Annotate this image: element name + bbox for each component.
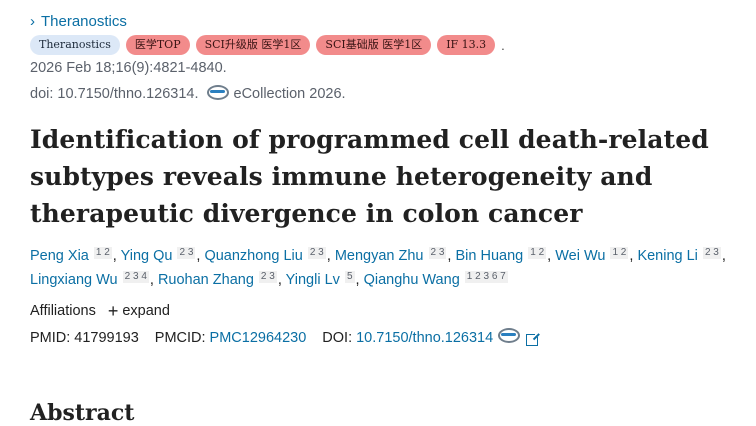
author[interactable]: Wei Wu 1 2 [555,247,629,264]
ecollection-text: eCollection 2026. [233,86,346,102]
doi-text: doi: 10.7150/thno.126314. [30,86,199,102]
author-name[interactable]: Ying Qu [120,248,173,264]
affiliations-row: Affiliations + expand [30,301,736,321]
author[interactable]: Lingxiang Wu 2 3 4 [30,271,150,288]
author-name[interactable]: Peng Xia [30,248,89,264]
author-name[interactable]: Wei Wu [555,248,606,264]
author[interactable]: Qianghu Wang 1 2 3 6 7 [363,271,509,288]
affiliation-ref[interactable]: 2 3 [702,247,721,259]
pmid-label: PMID: [30,330,71,346]
author[interactable]: Ying Qu 2 3 [120,247,197,264]
badge-sci-upgrade[interactable]: SCI升级版 医学1区 [195,35,311,55]
author[interactable]: Mengyan Zhu 2 3 [334,247,448,264]
journal-badges: Theranostics 医学TOP SCI升级版 医学1区 SCI基础版 医学… [30,34,736,56]
ecollection-icon [206,84,229,100]
article-header: › Theranostics Theranostics 医学TOP SCI升级版… [30,10,736,346]
identifiers-row: PMID: 41799193 PMCID: PMC12964230 DOI: 1… [30,327,736,346]
affiliation-ref[interactable]: 1 2 [528,247,547,259]
author[interactable]: Yingli Lv 5 [285,271,356,288]
affiliation-ref[interactable]: 1 2 [610,247,629,259]
author[interactable]: Quanzhong Liu 2 3 [204,247,326,264]
author-name[interactable]: Bin Huang [455,248,524,264]
affiliation-ref[interactable]: 2 3 [258,271,277,283]
expand-button[interactable]: + expand [107,301,170,321]
badge-trailer: . [501,37,505,53]
badge-sci-basic[interactable]: SCI基础版 医学1区 [316,35,432,55]
author[interactable]: Kening Li 2 3 [637,247,721,264]
affiliations-label: Affiliations [30,303,96,319]
pmcid-label: PMCID: [154,330,206,346]
badge-top[interactable]: 医学TOP [125,35,190,55]
author[interactable]: Bin Huang 1 2 [455,247,547,264]
author-name[interactable]: Kening Li [637,248,698,264]
article-title: Identification of programmed cell death-… [30,125,709,228]
affiliation-ref[interactable]: 2 3 [307,247,326,259]
author-name[interactable]: Ruohan Zhang [157,272,254,288]
expand-label: expand [122,303,170,319]
author-list: Peng Xia 1 2, Ying Qu 2 3, Quanzhong Liu… [30,247,726,288]
doi-line: doi: 10.7150/thno.126314. eCollection 20… [30,84,736,104]
author-name[interactable]: Quanzhong Liu [204,248,303,264]
author-name[interactable]: Qianghu Wang [363,272,460,288]
affiliation-ref[interactable]: 5 [344,271,355,283]
author-name[interactable]: Lingxiang Wu [30,272,118,288]
author[interactable]: Ruohan Zhang 2 3 [157,271,278,288]
abstract-heading: Abstract [30,400,135,426]
author[interactable]: Peng Xia 1 2 [30,247,113,264]
doi-label: DOI: [322,330,353,346]
affiliation-ref[interactable]: 2 3 [177,247,196,259]
external-link-icon[interactable] [526,332,541,346]
citation: 2026 Feb 18;16(9):4821-4840. [30,60,227,76]
journal-name[interactable]: Theranostics [41,12,127,30]
chevron-right-icon: › [30,12,35,30]
badge-journal[interactable]: Theranostics [30,35,120,55]
affiliation-ref[interactable]: 1 2 3 6 7 [464,271,508,283]
doi-link[interactable]: 10.7150/thno.126314 [356,330,494,346]
author-name[interactable]: Mengyan Zhu [334,248,424,264]
pmid-value: 41799193 [74,330,139,346]
affiliation-ref[interactable]: 2 3 4 [122,271,149,283]
journal-link[interactable]: › Theranostics [30,10,736,32]
plus-icon: + [107,301,119,321]
author-name[interactable]: Yingli Lv [285,272,340,288]
badge-impact-factor[interactable]: IF 13.3 [437,35,496,55]
ecollection-icon[interactable] [498,327,521,343]
affiliation-ref[interactable]: 1 2 [93,247,112,259]
pmcid-link[interactable]: PMC12964230 [209,330,307,346]
affiliation-ref[interactable]: 2 3 [428,247,447,259]
